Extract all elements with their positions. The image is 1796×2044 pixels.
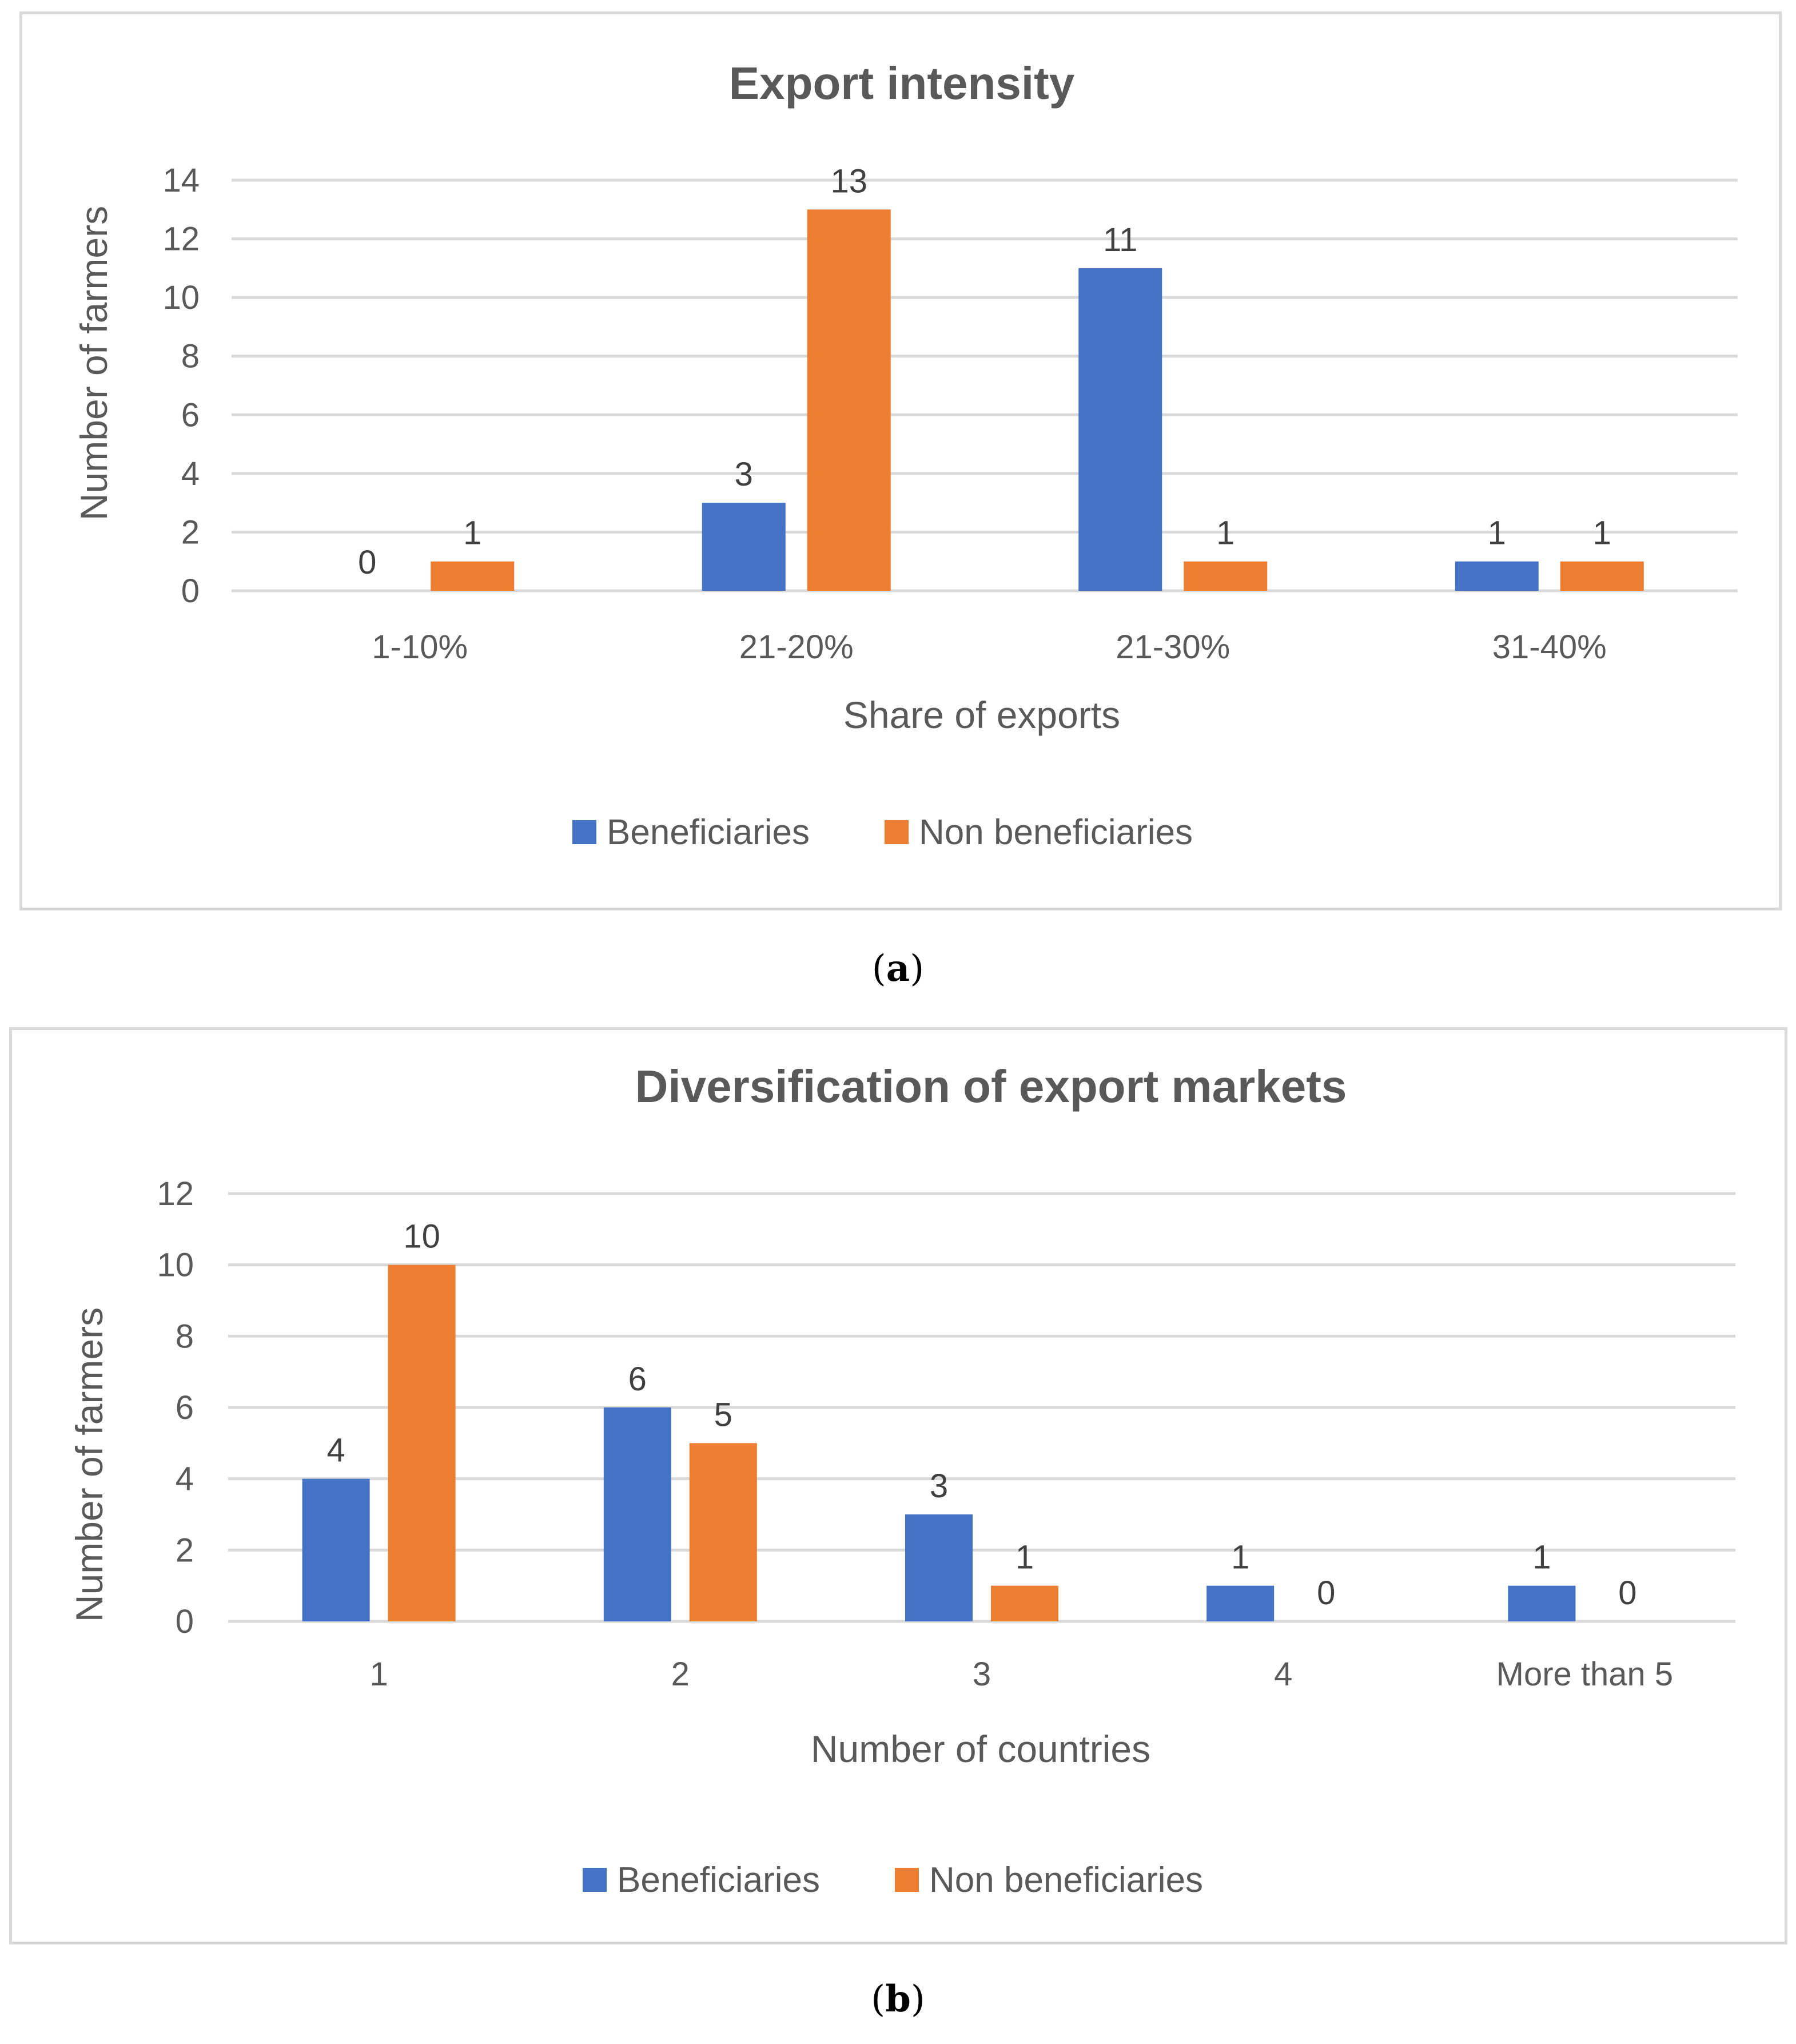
y-tick-label-10: 10	[157, 1247, 194, 1284]
chart-a-bars	[431, 209, 1644, 591]
legend-label-non-beneficiaries: Non beneficiaries	[919, 813, 1193, 852]
data-label: 3	[735, 456, 753, 493]
data-label: 0	[1618, 1574, 1636, 1612]
bar-beneficiaries	[603, 1407, 671, 1621]
chart-b-xlabel: Number of countries	[811, 1728, 1150, 1770]
chart-b-yticks: 0 2 4 6 8 10 12	[157, 1175, 194, 1640]
bar-beneficiaries	[702, 503, 786, 591]
data-label: 13	[830, 162, 867, 200]
y-tick-label-4: 4	[181, 455, 200, 492]
data-label: 1	[1216, 515, 1234, 552]
bar-non-beneficiaries	[431, 561, 515, 591]
y-tick-label-0: 0	[176, 1603, 194, 1640]
x-tick-label: 1-10%	[372, 629, 468, 666]
data-label: 4	[326, 1432, 345, 1469]
data-label: 1	[1532, 1539, 1551, 1576]
y-tick-label-6: 6	[176, 1389, 194, 1426]
data-label: 10	[403, 1218, 440, 1255]
bar-beneficiaries	[1455, 561, 1539, 591]
caption-a: (a)	[871, 947, 925, 990]
y-tick-label-4: 4	[176, 1461, 194, 1498]
x-tick-label: 2	[671, 1656, 690, 1693]
chart-a-grid	[232, 178, 1738, 592]
bar-non-beneficiaries	[388, 1264, 456, 1621]
chart-a-title: Export intensity	[729, 58, 1075, 109]
x-tick-label: More than 5	[1496, 1656, 1674, 1693]
chart-b-svg: Diversification of export markets Number…	[68, 1061, 1735, 1900]
chart-b-bars	[302, 1264, 1576, 1621]
x-tick-label: 3	[973, 1656, 991, 1693]
y-tick-label-2: 2	[176, 1532, 194, 1569]
caption-b: (b)	[871, 1978, 925, 2021]
chart-b-legend: Beneficiaries Non beneficiaries	[583, 1860, 1203, 1900]
chart-b-grid	[228, 1192, 1735, 1623]
legend-swatch-non-beneficiaries	[885, 820, 909, 844]
bar-non-beneficiaries	[689, 1443, 757, 1621]
caption-a-letter: a	[886, 947, 910, 990]
legend-swatch-beneficiaries	[583, 1868, 607, 1892]
legend-label-beneficiaries: Beneficiaries	[617, 1860, 820, 1900]
bar-non-beneficiaries	[1560, 561, 1644, 591]
bar-beneficiaries	[1508, 1585, 1576, 1621]
bar-beneficiaries	[302, 1478, 370, 1621]
y-tick-label-14: 14	[162, 162, 200, 199]
bar-non-beneficiaries	[807, 209, 891, 591]
bar-non-beneficiaries	[1184, 561, 1268, 591]
x-tick-label: 21-20%	[739, 629, 854, 666]
legend-swatch-beneficiaries	[572, 820, 596, 844]
y-tick-label-10: 10	[162, 279, 200, 316]
x-tick-label: 4	[1274, 1656, 1292, 1693]
chart-a-svg: Export intensity Number of farmers Share…	[73, 58, 1738, 852]
chart-b-title: Diversification of export markets	[635, 1061, 1347, 1112]
data-label: 6	[628, 1361, 647, 1398]
chart-b-xticks: 1 2 3 4 More than 5	[369, 1656, 1673, 1693]
y-tick-label-8: 8	[181, 338, 200, 375]
bar-beneficiaries	[1078, 268, 1162, 591]
legend-swatch-non-beneficiaries	[895, 1868, 919, 1892]
chart-a-ylabel: Number of farmers	[73, 206, 115, 520]
data-label: 0	[1317, 1574, 1335, 1612]
y-tick-label-0: 0	[181, 572, 200, 610]
legend-label-non-beneficiaries: Non beneficiaries	[929, 1860, 1203, 1900]
data-label: 3	[930, 1468, 948, 1505]
caption-b-letter: b	[885, 1978, 911, 2021]
y-tick-label-6: 6	[181, 396, 200, 434]
chart-b-ylabel: Number of farmers	[68, 1307, 110, 1622]
data-label: 1	[1593, 515, 1611, 552]
x-tick-label: 31-40%	[1492, 629, 1607, 666]
data-label: 1	[463, 515, 481, 552]
bar-beneficiaries	[1206, 1585, 1275, 1621]
data-label: 11	[1103, 221, 1137, 259]
x-tick-label: 21-30%	[1116, 629, 1230, 666]
y-tick-label-2: 2	[181, 514, 200, 551]
x-tick-label: 1	[369, 1656, 388, 1693]
chart-panel-b: Diversification of export markets Number…	[9, 1027, 1787, 1944]
data-label: 0	[358, 544, 376, 581]
bar-beneficiaries	[905, 1514, 973, 1621]
y-tick-label-12: 12	[157, 1175, 194, 1212]
data-label: 5	[714, 1396, 732, 1433]
data-label: 1	[1231, 1539, 1249, 1576]
y-tick-label-8: 8	[176, 1318, 194, 1355]
bar-non-beneficiaries	[991, 1585, 1058, 1621]
data-label: 1	[1488, 515, 1506, 552]
y-tick-label-12: 12	[162, 221, 200, 258]
chart-a-xlabel: Share of exports	[843, 694, 1120, 736]
chart-panel-a: Export intensity Number of farmers Share…	[19, 11, 1782, 910]
legend-label-beneficiaries: Beneficiaries	[607, 813, 810, 852]
chart-a-yticks: 0 2 4 6 8 10 12 14	[162, 162, 200, 610]
chart-a-xticks: 1-10% 21-20% 21-30% 31-40%	[372, 629, 1606, 666]
chart-a-legend: Beneficiaries Non beneficiaries	[572, 813, 1193, 852]
data-label: 1	[1016, 1539, 1034, 1576]
